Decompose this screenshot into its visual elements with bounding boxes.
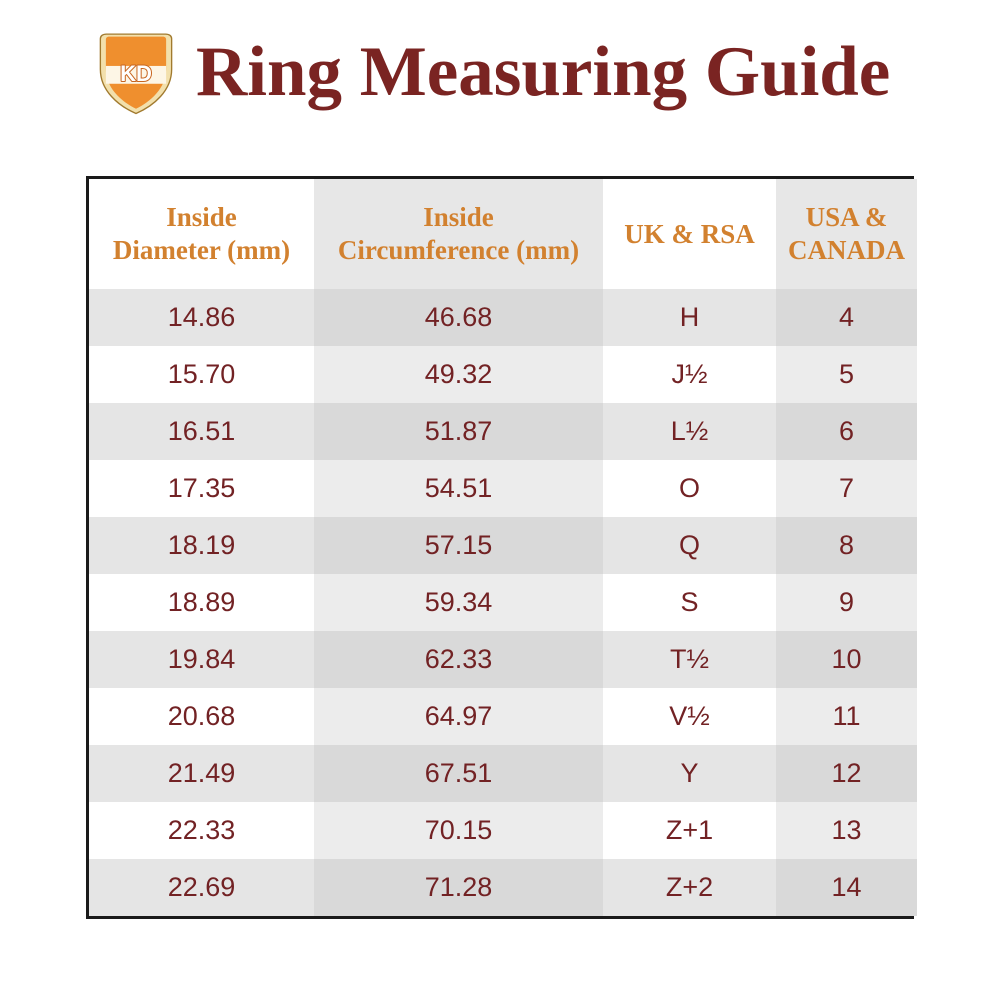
svg-text:KD: KD (120, 61, 152, 86)
